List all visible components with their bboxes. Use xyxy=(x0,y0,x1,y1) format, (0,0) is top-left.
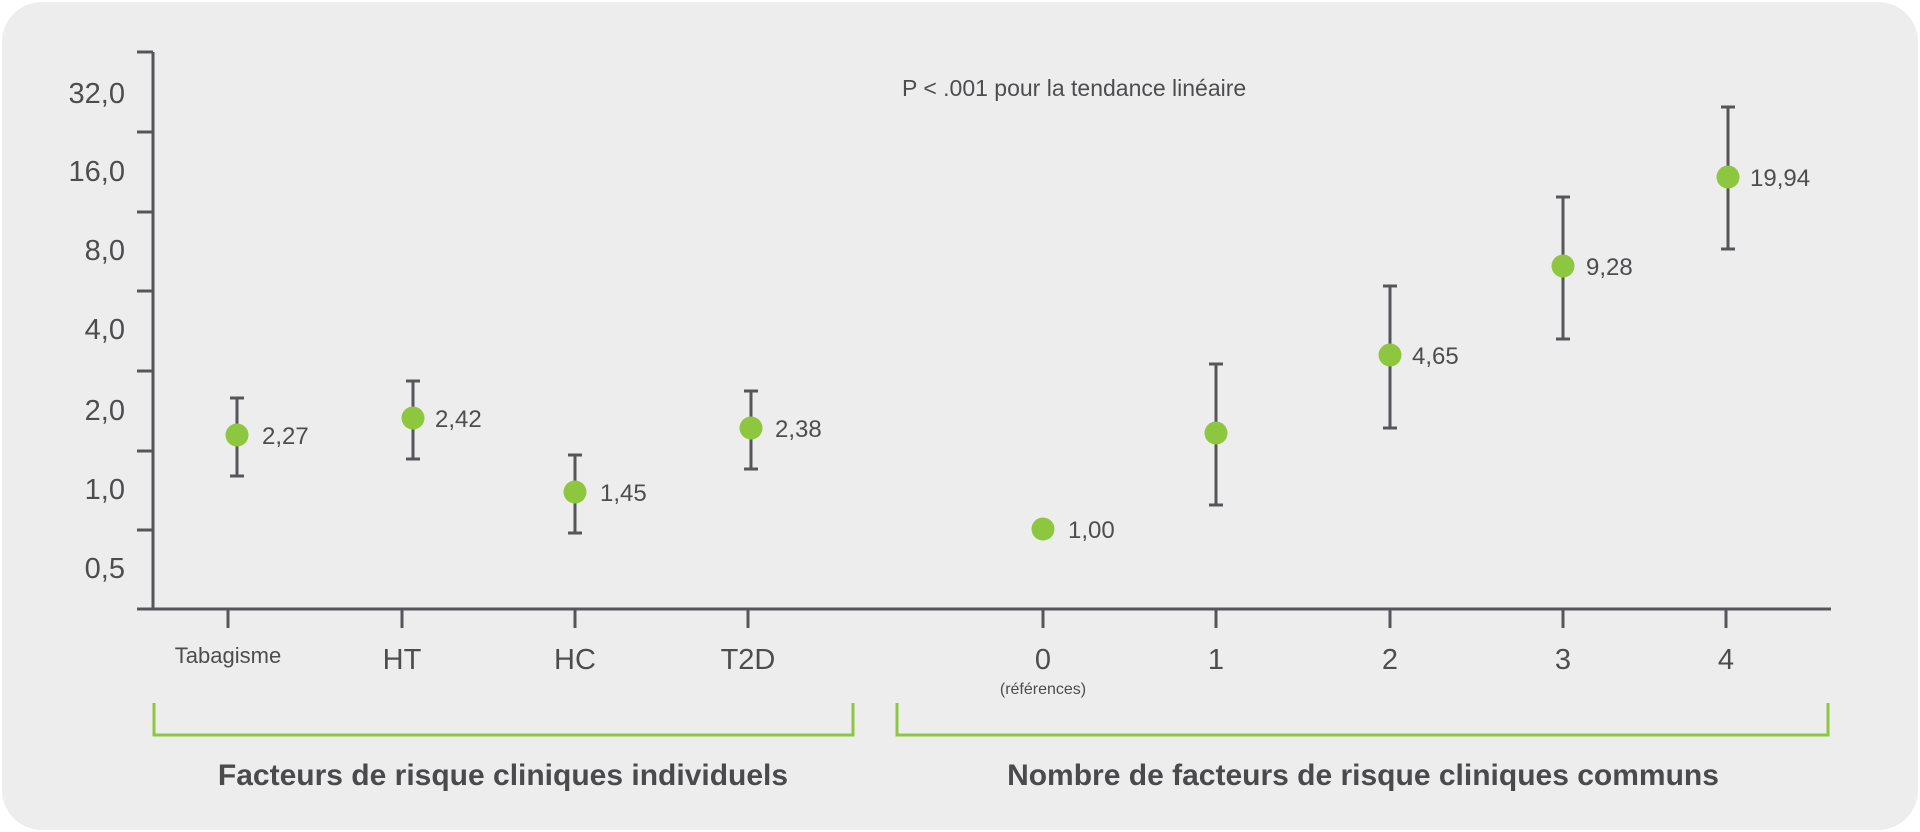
point-marker xyxy=(739,416,763,440)
data-point-2: 4,65 xyxy=(1378,284,1459,430)
data-point-HT: 2,42 xyxy=(401,379,482,461)
value-label: 2,38 xyxy=(775,416,822,443)
x-tick-label-3: 3 xyxy=(1555,644,1571,676)
x-tick-label-hc: HC xyxy=(554,644,596,676)
group-bracket-individual xyxy=(152,703,855,737)
group-label-combined: Nombre de facteurs de risque cliniques c… xyxy=(1007,759,1719,792)
y-axis: 32,0 16,0 8,0 4,0 2,0 1,0 0,5 xyxy=(69,50,155,609)
x-tick-sublabel-references: (références) xyxy=(1000,681,1086,698)
x-tick-label-ht: HT xyxy=(383,644,422,676)
x-tick-label-t2d: T2D xyxy=(721,644,776,676)
value-label: 4,65 xyxy=(1412,343,1459,370)
y-tick-label: 0,5 xyxy=(85,553,125,585)
point-marker xyxy=(401,406,425,430)
y-tick-label: 2,0 xyxy=(85,395,125,427)
value-label: 9,28 xyxy=(1586,254,1633,281)
data-point-HC: 1,45 xyxy=(563,453,647,535)
y-tick-label: 1,0 xyxy=(85,474,125,506)
x-tick-label-4: 4 xyxy=(1718,644,1734,676)
value-label: 19,94 xyxy=(1750,165,1810,192)
point-marker xyxy=(1551,254,1575,278)
data-point-4: 19,94 xyxy=(1716,105,1810,251)
value-label: 2,27 xyxy=(262,423,309,450)
point-marker xyxy=(225,423,249,447)
y-tick-label: 8,0 xyxy=(85,235,125,267)
y-tick-label: 16,0 xyxy=(69,156,125,188)
group-bracket-combined xyxy=(895,703,1830,737)
data-point-Tabagisme: 2,27 xyxy=(225,396,309,478)
y-tick-label: 4,0 xyxy=(85,314,125,346)
value-label: 1,45 xyxy=(600,480,647,507)
data-point-0: 1,00 xyxy=(1031,517,1115,544)
point-marker xyxy=(1031,517,1055,541)
point-marker xyxy=(1204,421,1228,445)
group-label-individual: Facteurs de risque cliniques individuels xyxy=(218,759,788,792)
y-tick-label: 32,0 xyxy=(69,78,125,110)
value-label: 1,00 xyxy=(1068,517,1115,544)
value-label: 2,42 xyxy=(435,406,482,433)
x-tick-label-2: 2 xyxy=(1382,644,1398,676)
point-marker xyxy=(1716,165,1740,189)
data-points: 2,27 2,42 1,45 2,38 1,00 4,65 9,28 19,94 xyxy=(225,105,1810,544)
data-point-T2D: 2,38 xyxy=(739,389,822,471)
data-point-1 xyxy=(1204,362,1228,507)
trend-annotation: P < .001 pour la tendance linéaire xyxy=(902,75,1246,101)
x-tick-label-0: 0 xyxy=(1035,644,1051,676)
x-tick-label-1: 1 xyxy=(1208,644,1224,676)
x-axis: Tabagisme HT HC T2D 0 (références) 1 2 3… xyxy=(137,607,1831,698)
x-tick-label-tabagisme: Tabagisme xyxy=(175,643,281,668)
point-marker xyxy=(563,480,587,504)
data-point-3: 9,28 xyxy=(1551,195,1633,341)
point-marker xyxy=(1378,343,1402,367)
